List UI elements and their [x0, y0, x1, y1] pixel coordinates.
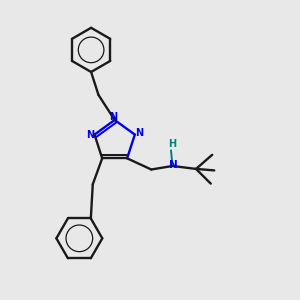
- Text: N: N: [109, 112, 117, 122]
- Text: N: N: [135, 128, 143, 138]
- Text: N: N: [169, 160, 177, 170]
- Text: N: N: [86, 130, 94, 140]
- Text: H: H: [168, 140, 176, 149]
